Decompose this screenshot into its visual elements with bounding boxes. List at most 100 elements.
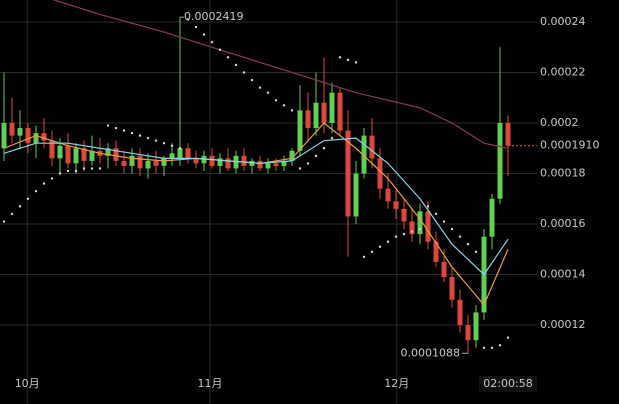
sar-dot [218, 48, 222, 51]
candle-body [289, 150, 295, 161]
sar-dot [26, 197, 30, 200]
candle-body [81, 148, 87, 161]
sar-dot [50, 177, 54, 180]
candle-body [257, 160, 263, 169]
candle-body [41, 133, 47, 141]
sar-dot [410, 230, 414, 233]
sar-dot [306, 162, 310, 165]
y-tick-label: 0.00012 [540, 318, 586, 331]
y-tick-label: 0.00016 [540, 217, 586, 230]
candle-body [385, 188, 391, 202]
x-tick-label: 12月 [384, 377, 409, 390]
candle-body [409, 221, 415, 235]
y-tick-label: 0.00022 [540, 65, 586, 78]
sar-dot [450, 227, 454, 231]
candle-body [353, 173, 359, 217]
candle-body [25, 128, 31, 144]
candle-body [129, 155, 135, 166]
sar-dot [202, 33, 206, 36]
axes: 0.00012 0.00014 0.00016 0.00018 0.0002 0.0002… [15, 10, 600, 392]
candle-body [345, 130, 351, 217]
candle-body [57, 145, 63, 159]
sar-dot [34, 189, 38, 193]
sar-dot [138, 134, 142, 137]
grid [0, 0, 537, 404]
candle-body [337, 92, 343, 131]
sar-dot [154, 139, 158, 142]
candle-body [433, 241, 439, 262]
candle-body [297, 110, 303, 151]
sar-dot [314, 154, 318, 158]
sar-dot [442, 220, 446, 223]
sar-dot [482, 346, 486, 349]
last-price-label: 0.0001910 [540, 139, 600, 152]
candle-body [201, 155, 207, 164]
candle-body [73, 148, 79, 164]
sar-dot [354, 61, 358, 64]
sar-dot [130, 131, 134, 135]
candle-body [233, 155, 239, 169]
candle-body [49, 140, 55, 159]
sar-dot [234, 63, 238, 67]
candle-body [241, 155, 247, 166]
sar-dot [434, 212, 438, 216]
sar-dot [10, 212, 14, 216]
candle-body [505, 122, 511, 146]
sar-dot [298, 167, 302, 170]
candle-body [1, 122, 7, 149]
sar-dot [394, 235, 398, 238]
moving-average [3, 137, 509, 276]
time-label-box [479, 376, 537, 392]
candle-body [441, 261, 447, 278]
candle-body [457, 299, 463, 326]
sar-dot [82, 167, 86, 170]
y-tick-label: 0.00024 [540, 15, 586, 28]
candle-body [401, 208, 407, 222]
candle-body [249, 160, 255, 166]
sar-dot [186, 18, 190, 21]
candle-body [377, 158, 383, 189]
sar-dot [258, 86, 262, 89]
sar-dot [42, 182, 46, 185]
sar-dot [458, 235, 462, 238]
sar-dot [490, 346, 494, 349]
sar-dot [498, 344, 502, 347]
candle-body [265, 163, 271, 169]
candle-body [137, 155, 143, 169]
sar-dot [290, 109, 294, 112]
sar-dot [18, 205, 22, 208]
sar-dot [418, 227, 422, 231]
sar-dot [466, 243, 470, 246]
sar-dot [66, 169, 70, 173]
sar-dot [426, 205, 430, 208]
sar-dot [146, 136, 150, 140]
sar-dot [106, 124, 110, 127]
sar-dot [122, 129, 126, 132]
candle-body [329, 92, 335, 123]
y-tick-label: 0.0002 [540, 116, 579, 129]
candle-body [273, 163, 279, 166]
x-tick-label: 11月 [198, 377, 223, 390]
sar-dot [194, 25, 198, 29]
moving-average [3, 122, 509, 306]
sar-dot [274, 99, 278, 102]
candle-body [105, 148, 111, 156]
moving-average [52, 0, 509, 149]
sar-dot [506, 336, 510, 339]
sar-dot [170, 144, 174, 147]
sar-dot [322, 147, 326, 150]
sar-dot [58, 172, 62, 175]
sar-dot [98, 167, 102, 170]
sar-dot [338, 56, 342, 59]
sar-dot [242, 71, 246, 74]
candle-body [193, 158, 199, 164]
candle-body [121, 160, 127, 166]
candle-body [209, 155, 215, 166]
candle-body [465, 325, 471, 341]
plot-area [1, 0, 511, 354]
sar-dot [362, 255, 366, 259]
sar-dot [346, 58, 350, 62]
candle-body [217, 158, 223, 166]
candle-body [9, 122, 15, 136]
sar-dot [378, 245, 382, 248]
